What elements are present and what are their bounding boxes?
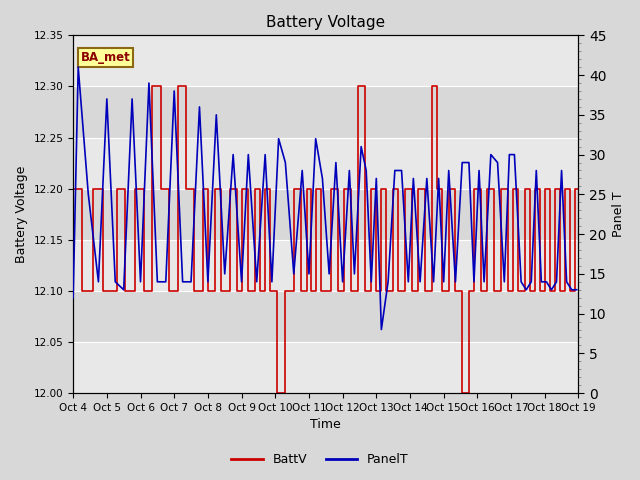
Y-axis label: Battery Voltage: Battery Voltage [15, 166, 28, 263]
Bar [73, 342, 579, 393]
Bar [73, 86, 579, 138]
Text: BA_met: BA_met [81, 51, 131, 64]
X-axis label: Time: Time [310, 419, 341, 432]
Bar [73, 36, 579, 86]
Bar [73, 189, 579, 240]
Title: Battery Voltage: Battery Voltage [266, 15, 385, 30]
Bar [73, 291, 579, 342]
Legend: BattV, PanelT: BattV, PanelT [227, 448, 413, 471]
Bar [73, 138, 579, 189]
Y-axis label: Panel T: Panel T [612, 192, 625, 237]
Bar [73, 240, 579, 291]
